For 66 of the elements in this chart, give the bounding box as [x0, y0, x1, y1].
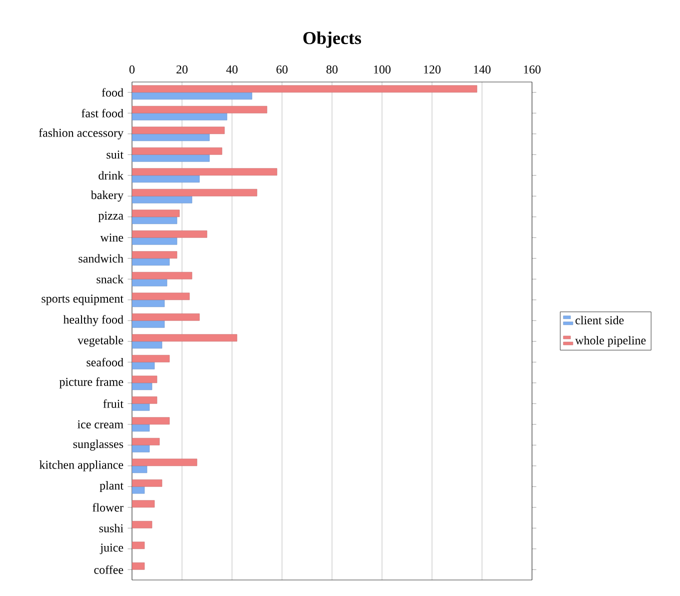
y-tick-label: healthy food	[63, 315, 124, 326]
y-tick-label: food	[102, 88, 124, 97]
y-tick-label: juice	[100, 544, 124, 554]
bar	[132, 230, 208, 238]
bar	[132, 417, 170, 425]
y-tick-label: plant	[100, 481, 124, 492]
legend-label: whole pipeline	[575, 336, 646, 347]
bar	[132, 292, 190, 300]
bar	[132, 147, 222, 155]
y-tick-label: snack	[96, 274, 124, 284]
y-tick-label: seafood	[86, 358, 124, 366]
y-tick-label: sports equipment	[42, 294, 124, 306]
y-tick-label: sunglasses	[73, 440, 124, 451]
bar	[132, 134, 210, 142]
bar	[132, 278, 168, 286]
y-tick-label: drink	[98, 171, 124, 180]
x-tick-label: 60	[276, 65, 288, 74]
bar	[132, 272, 192, 280]
bar	[132, 92, 252, 100]
x-tick-label: 160	[524, 65, 541, 74]
bar	[132, 251, 178, 259]
x-tick-label: 40	[226, 65, 238, 74]
x-tick-label: 100	[374, 65, 391, 74]
bar	[132, 188, 258, 196]
bar	[132, 168, 278, 176]
bar	[132, 479, 162, 487]
y-tick-label: bakery	[90, 190, 124, 202]
bar	[132, 216, 178, 224]
y-tick-label: vegetable	[78, 336, 124, 347]
y-tick-label: fast food	[82, 108, 124, 118]
bar	[132, 354, 170, 362]
bar	[132, 154, 210, 162]
y-tick-label: fruit	[103, 399, 124, 408]
x-tick-label: 0	[129, 65, 135, 74]
bar	[132, 85, 478, 93]
bar	[132, 210, 180, 218]
y-tick-label: pizza	[98, 212, 124, 222]
bar	[132, 237, 178, 245]
chart-title: Objects	[303, 31, 362, 48]
bar	[132, 341, 162, 349]
bar	[132, 334, 238, 342]
x-tick-label: 80	[326, 65, 338, 74]
bar	[132, 112, 228, 120]
bar	[132, 258, 170, 266]
y-tick-label: coffee	[94, 565, 124, 574]
y-tick-label: sushi	[99, 524, 124, 532]
bar	[132, 126, 225, 134]
y-tick-label: suit	[106, 150, 124, 159]
bar	[132, 106, 268, 114]
bar	[132, 175, 200, 183]
y-tick-label: fashion accessory	[38, 128, 124, 140]
bar	[132, 300, 165, 308]
y-tick-label: kitchen appliance	[39, 460, 124, 472]
bar	[132, 196, 192, 204]
y-tick-label: picture frame	[59, 377, 124, 388]
x-tick-label: 120	[424, 65, 441, 74]
bar	[132, 313, 200, 321]
bar	[132, 320, 165, 328]
legend-label: client side	[576, 316, 624, 324]
y-tick-label: wine	[100, 234, 124, 242]
y-tick-label: ice cream	[77, 420, 124, 428]
y-tick-label: sandwich	[78, 254, 124, 263]
x-tick-label: 140	[474, 65, 491, 74]
y-tick-label: flower	[92, 503, 124, 512]
x-tick-label: 20	[176, 65, 188, 74]
bar	[132, 458, 198, 466]
